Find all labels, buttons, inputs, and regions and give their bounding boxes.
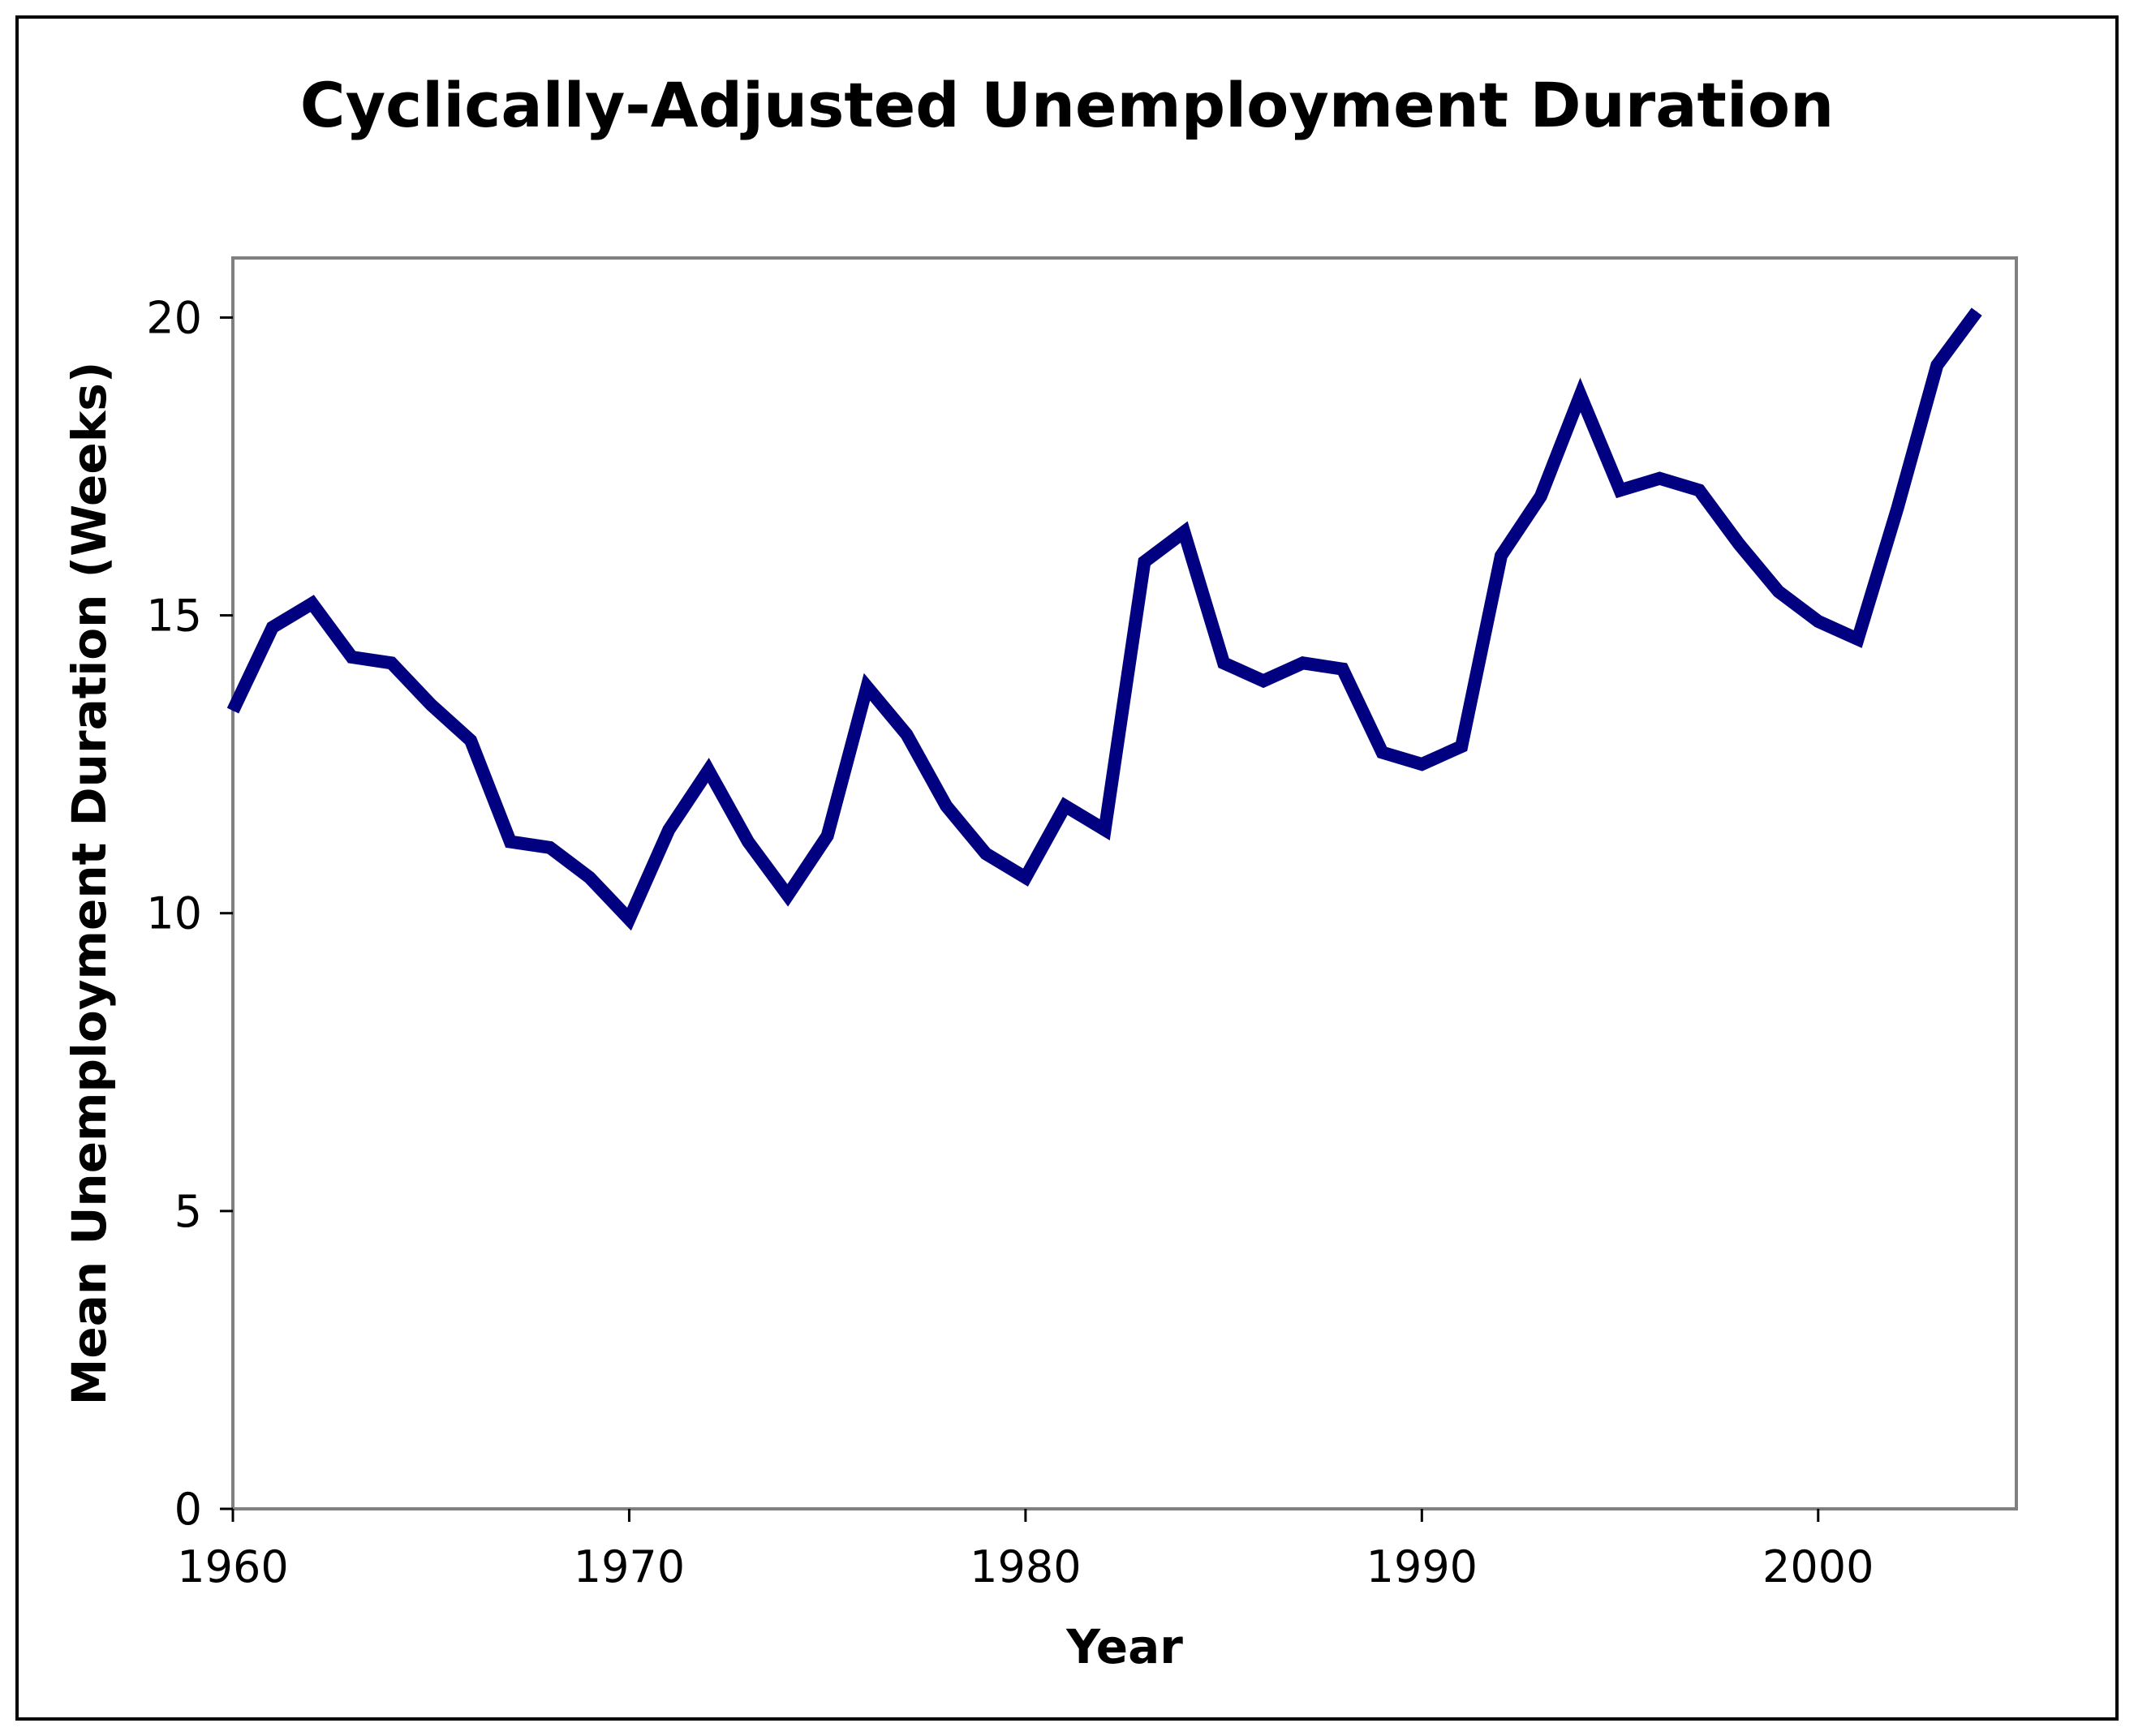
- data-point: [1580, 394, 1581, 396]
- x-tick-label: 1980: [970, 1541, 1081, 1592]
- data-point: [549, 847, 551, 849]
- x-tick-label: 1990: [1366, 1541, 1478, 1592]
- data-point: [1025, 877, 1026, 879]
- data-point: [1461, 746, 1462, 747]
- data-point: [708, 769, 709, 771]
- y-tick-label: 20: [146, 292, 202, 343]
- data-point: [628, 918, 630, 920]
- data-point: [1896, 507, 1898, 509]
- data-point: [390, 662, 392, 664]
- data-point: [1342, 668, 1344, 670]
- data-point: [1143, 561, 1145, 562]
- data-point: [787, 895, 789, 896]
- y-axis: 0 5 10 15 20: [146, 292, 233, 1535]
- data-point: [1302, 662, 1304, 664]
- data-point: [1659, 478, 1660, 479]
- data-point: [906, 733, 907, 735]
- x-axis-label: Year: [1065, 1619, 1183, 1674]
- x-tick-label: 1960: [177, 1541, 288, 1592]
- y-axis-label: Mean Unemployment Duration (Weeks): [62, 362, 117, 1406]
- x-tick-label: 1970: [574, 1541, 685, 1592]
- data-point: [1381, 751, 1383, 753]
- y-tick-label: 15: [146, 591, 202, 642]
- y-tick-label: 0: [174, 1484, 202, 1535]
- x-tick-label: 2000: [1762, 1541, 1874, 1592]
- data-point: [1936, 364, 1938, 366]
- data-point: [1104, 829, 1106, 831]
- data-point: [985, 853, 987, 854]
- data-point: [272, 626, 273, 628]
- data-point: [589, 877, 591, 879]
- chart-title: Cyclically-Adjusted Unemployment Duratio…: [300, 69, 1834, 141]
- data-point: [1857, 638, 1859, 640]
- data-point: [1183, 531, 1185, 533]
- data-point: [747, 841, 749, 843]
- y-tick-label: 10: [146, 888, 202, 939]
- series-layer: [226, 307, 1982, 931]
- data-point: [1698, 489, 1700, 491]
- x-axis: 1960 1970 1980 1990 2000: [177, 1509, 1874, 1592]
- data-point: [351, 656, 353, 658]
- y-tick-label: 5: [174, 1186, 202, 1237]
- plot-area: [231, 256, 2018, 1510]
- data-point: [430, 704, 432, 706]
- data-point: [1778, 591, 1779, 592]
